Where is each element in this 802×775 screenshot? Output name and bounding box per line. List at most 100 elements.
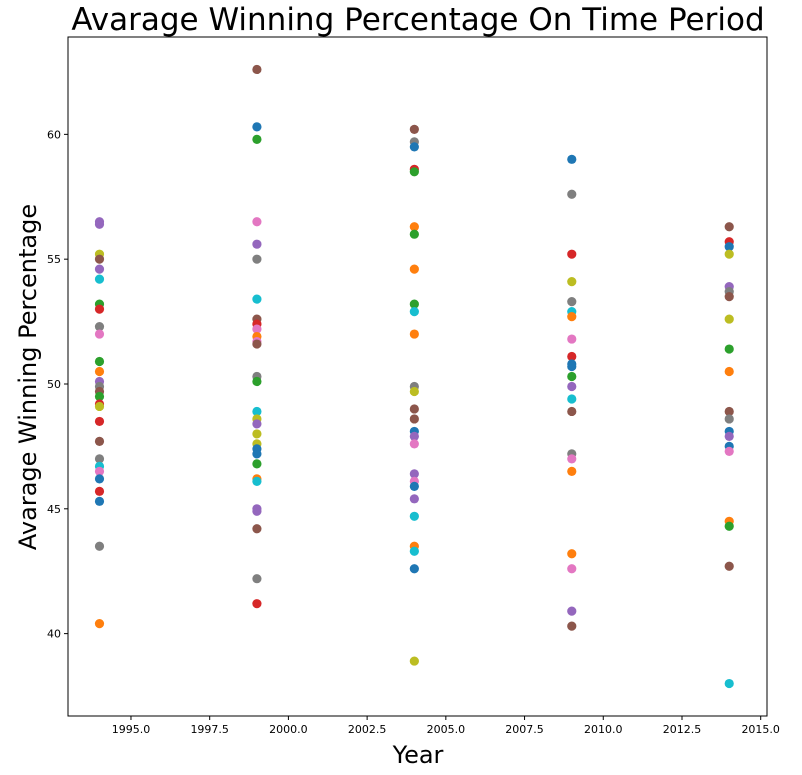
scatter-point (94, 329, 105, 339)
scatter-point (252, 419, 262, 429)
scatter-point (252, 294, 262, 304)
scatter-point (724, 561, 734, 571)
scatter-point (252, 376, 262, 387)
scatter-point (252, 406, 262, 417)
scatter-point (724, 344, 734, 354)
scatter-point (94, 474, 105, 484)
scatter-point (94, 486, 105, 496)
scatter-point (409, 299, 419, 309)
scatter-point (567, 564, 577, 574)
scatter-point (724, 406, 734, 417)
y-tick-label: 55 (47, 253, 61, 266)
scatter-point (94, 304, 105, 314)
scatter-point (409, 564, 419, 574)
scatter-point (567, 549, 577, 559)
scatter-point (252, 459, 262, 469)
scatter-point (724, 292, 734, 302)
scatter-point (252, 524, 262, 534)
y-tick-label: 60 (47, 128, 61, 141)
scatter-point (94, 401, 105, 412)
scatter-point (724, 521, 734, 531)
scatter-point (724, 446, 734, 456)
y-tick-label: 40 (47, 628, 61, 641)
x-tick-label: 2007.5 (505, 723, 544, 736)
scatter-point (409, 414, 419, 424)
scatter-point (409, 386, 419, 397)
chart-title: Avarage Winning Percentage On Time Perio… (71, 2, 764, 38)
scatter-point (409, 481, 419, 491)
scatter-point (567, 454, 577, 464)
scatter-point (94, 416, 105, 427)
plot-area (94, 64, 734, 689)
scatter-point (94, 274, 105, 284)
scatter-point (252, 506, 262, 516)
scatter-point (567, 189, 577, 199)
scatter-point (409, 494, 419, 504)
scatter-point (567, 334, 577, 344)
scatter-point (409, 167, 419, 177)
x-tick-label: 2015.0 (741, 723, 780, 736)
scatter-point (409, 307, 419, 317)
scatter-point (252, 599, 262, 609)
scatter-point (567, 371, 577, 382)
scatter-point (409, 229, 419, 239)
scatter-point (409, 431, 419, 442)
scatter-point (94, 254, 105, 264)
scatter-point (252, 449, 262, 459)
scatter-point (567, 406, 577, 417)
scatter-point (94, 496, 105, 506)
scatter-point (252, 239, 262, 249)
scatter-point (94, 356, 105, 367)
scatter-point (567, 311, 577, 322)
scatter-point (409, 329, 419, 339)
scatter-point (94, 321, 105, 332)
scatter-point (724, 242, 734, 252)
x-axis-label: Year (392, 741, 444, 769)
scatter-point (252, 122, 262, 132)
scatter-point (724, 431, 734, 442)
scatter-point (94, 541, 105, 551)
scatter-point (409, 222, 419, 232)
scatter-point (409, 656, 419, 666)
scatter-point (409, 439, 419, 449)
scatter-point (409, 546, 419, 556)
scatter-point (724, 222, 734, 232)
scatter-point (409, 124, 419, 134)
x-axis-ticks: 1995.0 1997.5 2000.0 2002.5 2005.0 2007.5 2010… (112, 716, 780, 736)
scatter-point (409, 511, 419, 521)
scatter-point (252, 134, 262, 144)
scatter-point (252, 324, 262, 334)
x-tick-label: 1995.0 (112, 723, 151, 736)
scatter-point (94, 619, 105, 629)
scatter-point (724, 249, 734, 259)
scatter-point (567, 466, 577, 476)
x-tick-label: 2005.0 (427, 723, 466, 736)
y-axis-ticks: 40 45 50 55 60 (47, 128, 68, 641)
scatter-point (94, 264, 105, 274)
scatter-point (567, 361, 577, 372)
scatter-point (252, 64, 262, 75)
scatter-point (567, 394, 577, 404)
scatter-point (409, 142, 419, 152)
scatter-point (252, 429, 262, 439)
scatter-point (409, 469, 419, 479)
scatter-point (724, 314, 734, 324)
scatter-point (409, 264, 419, 274)
scatter-point (567, 351, 577, 362)
scatter-point (724, 366, 734, 377)
x-tick-label: 2010.0 (584, 723, 623, 736)
scatter-point (409, 404, 419, 414)
scatter-point (94, 366, 105, 377)
x-tick-label: 2002.5 (348, 723, 387, 736)
x-tick-label: 1997.5 (190, 723, 229, 736)
plot-frame (67, 36, 768, 717)
scatter-point (252, 217, 262, 227)
scatter-point (94, 436, 105, 446)
scatter-point (252, 254, 262, 264)
scatter-point (567, 154, 577, 164)
y-axis-label: Avarage Winning Percentage (14, 204, 42, 550)
scatter-point (252, 476, 262, 486)
scatter-point (94, 219, 105, 229)
scatter-point (567, 621, 577, 631)
